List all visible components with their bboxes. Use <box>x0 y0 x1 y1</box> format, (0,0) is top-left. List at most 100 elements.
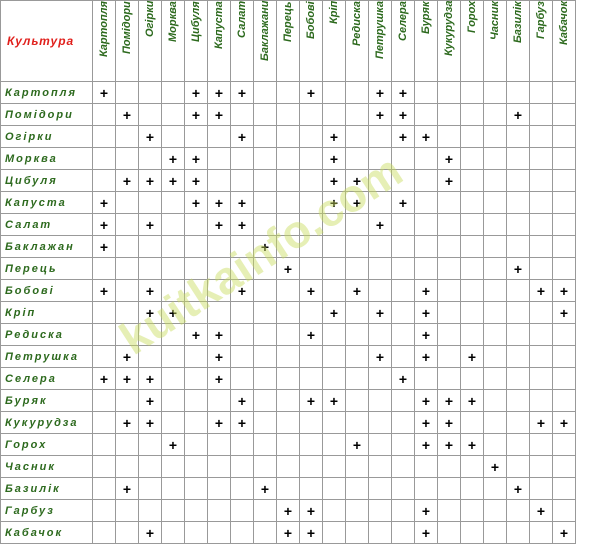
empty-cell <box>552 345 576 368</box>
empty-cell <box>161 345 185 368</box>
plus-cell: + <box>299 389 323 412</box>
column-header: Салат <box>230 0 254 82</box>
empty-cell <box>138 147 162 170</box>
empty-cell <box>138 235 162 258</box>
column-label: Кріп <box>328 1 340 25</box>
empty-cell <box>138 323 162 346</box>
plus-cell: + <box>92 81 116 104</box>
empty-cell <box>253 411 277 434</box>
empty-cell <box>414 147 438 170</box>
row-label: Селера <box>0 367 93 390</box>
empty-cell <box>253 389 277 412</box>
empty-cell <box>437 235 461 258</box>
column-header: Гарбуз <box>529 0 553 82</box>
empty-cell <box>483 191 507 214</box>
empty-cell <box>391 433 415 456</box>
empty-cell <box>437 455 461 478</box>
empty-cell <box>276 279 300 302</box>
row-label: Помідори <box>0 103 93 126</box>
row: Кабачок + + + + + <box>0 521 576 544</box>
empty-cell <box>460 147 484 170</box>
empty-cell <box>345 455 369 478</box>
plus-cell: + <box>115 345 139 368</box>
empty-cell <box>230 257 254 280</box>
row-label: Капуста <box>0 191 93 214</box>
plus-cell: + <box>506 103 530 126</box>
column-label: Базилік <box>512 1 524 43</box>
empty-cell <box>253 499 277 522</box>
empty-cell <box>276 191 300 214</box>
empty-cell <box>230 235 254 258</box>
empty-cell <box>506 345 530 368</box>
plus-cell: + <box>299 81 323 104</box>
empty-cell <box>184 125 208 148</box>
plus-cell: + <box>92 235 116 258</box>
empty-cell <box>230 367 254 390</box>
empty-cell <box>483 147 507 170</box>
plus-cell: + <box>161 169 185 192</box>
empty-cell <box>529 169 553 192</box>
empty-cell <box>115 81 139 104</box>
empty-cell <box>299 411 323 434</box>
empty-cell <box>391 521 415 544</box>
empty-cell <box>276 345 300 368</box>
empty-cell <box>345 257 369 280</box>
empty-cell <box>207 235 231 258</box>
empty-cell <box>506 169 530 192</box>
empty-cell <box>460 455 484 478</box>
row: Помідори + + + + + + <box>0 103 576 126</box>
plus-cell: + <box>138 301 162 324</box>
empty-cell <box>345 521 369 544</box>
empty-cell <box>391 389 415 412</box>
empty-cell <box>506 389 530 412</box>
plus-cell: + <box>414 411 438 434</box>
row-label: Редиска <box>0 323 93 346</box>
plus-cell: + <box>414 301 438 324</box>
empty-cell <box>368 367 392 390</box>
empty-cell <box>552 125 576 148</box>
empty-cell <box>368 147 392 170</box>
empty-cell <box>230 499 254 522</box>
empty-cell <box>437 301 461 324</box>
empty-cell <box>207 389 231 412</box>
empty-cell <box>529 301 553 324</box>
empty-cell <box>322 345 346 368</box>
empty-cell <box>552 213 576 236</box>
empty-cell <box>345 367 369 390</box>
empty-cell <box>506 213 530 236</box>
empty-cell <box>345 499 369 522</box>
row: Часник + <box>0 455 576 478</box>
plus-cell: + <box>138 521 162 544</box>
empty-cell <box>253 125 277 148</box>
empty-cell <box>161 499 185 522</box>
empty-cell <box>115 301 139 324</box>
column-header: Перець <box>276 0 300 82</box>
empty-cell <box>299 433 323 456</box>
empty-cell <box>92 521 116 544</box>
plus-cell: + <box>345 433 369 456</box>
column-header: Кукурудза <box>437 0 461 82</box>
empty-cell <box>230 455 254 478</box>
empty-cell <box>460 191 484 214</box>
plus-cell: + <box>368 301 392 324</box>
plus-cell: + <box>207 345 231 368</box>
empty-cell <box>92 433 116 456</box>
empty-cell <box>138 477 162 500</box>
empty-cell <box>184 279 208 302</box>
empty-cell <box>506 125 530 148</box>
empty-cell <box>345 103 369 126</box>
empty-cell <box>552 257 576 280</box>
plus-cell: + <box>368 345 392 368</box>
row: Капуста + + + + + + + <box>0 191 576 214</box>
empty-cell <box>345 81 369 104</box>
empty-cell <box>161 103 185 126</box>
column-label: Картопля <box>98 1 110 57</box>
column-header: Кабачок <box>552 0 576 82</box>
plus-cell: + <box>506 257 530 280</box>
empty-cell <box>345 213 369 236</box>
empty-cell <box>253 455 277 478</box>
row: Базилік + + + <box>0 477 576 500</box>
empty-cell <box>529 103 553 126</box>
column-label: Часник <box>489 1 501 40</box>
empty-cell <box>253 191 277 214</box>
